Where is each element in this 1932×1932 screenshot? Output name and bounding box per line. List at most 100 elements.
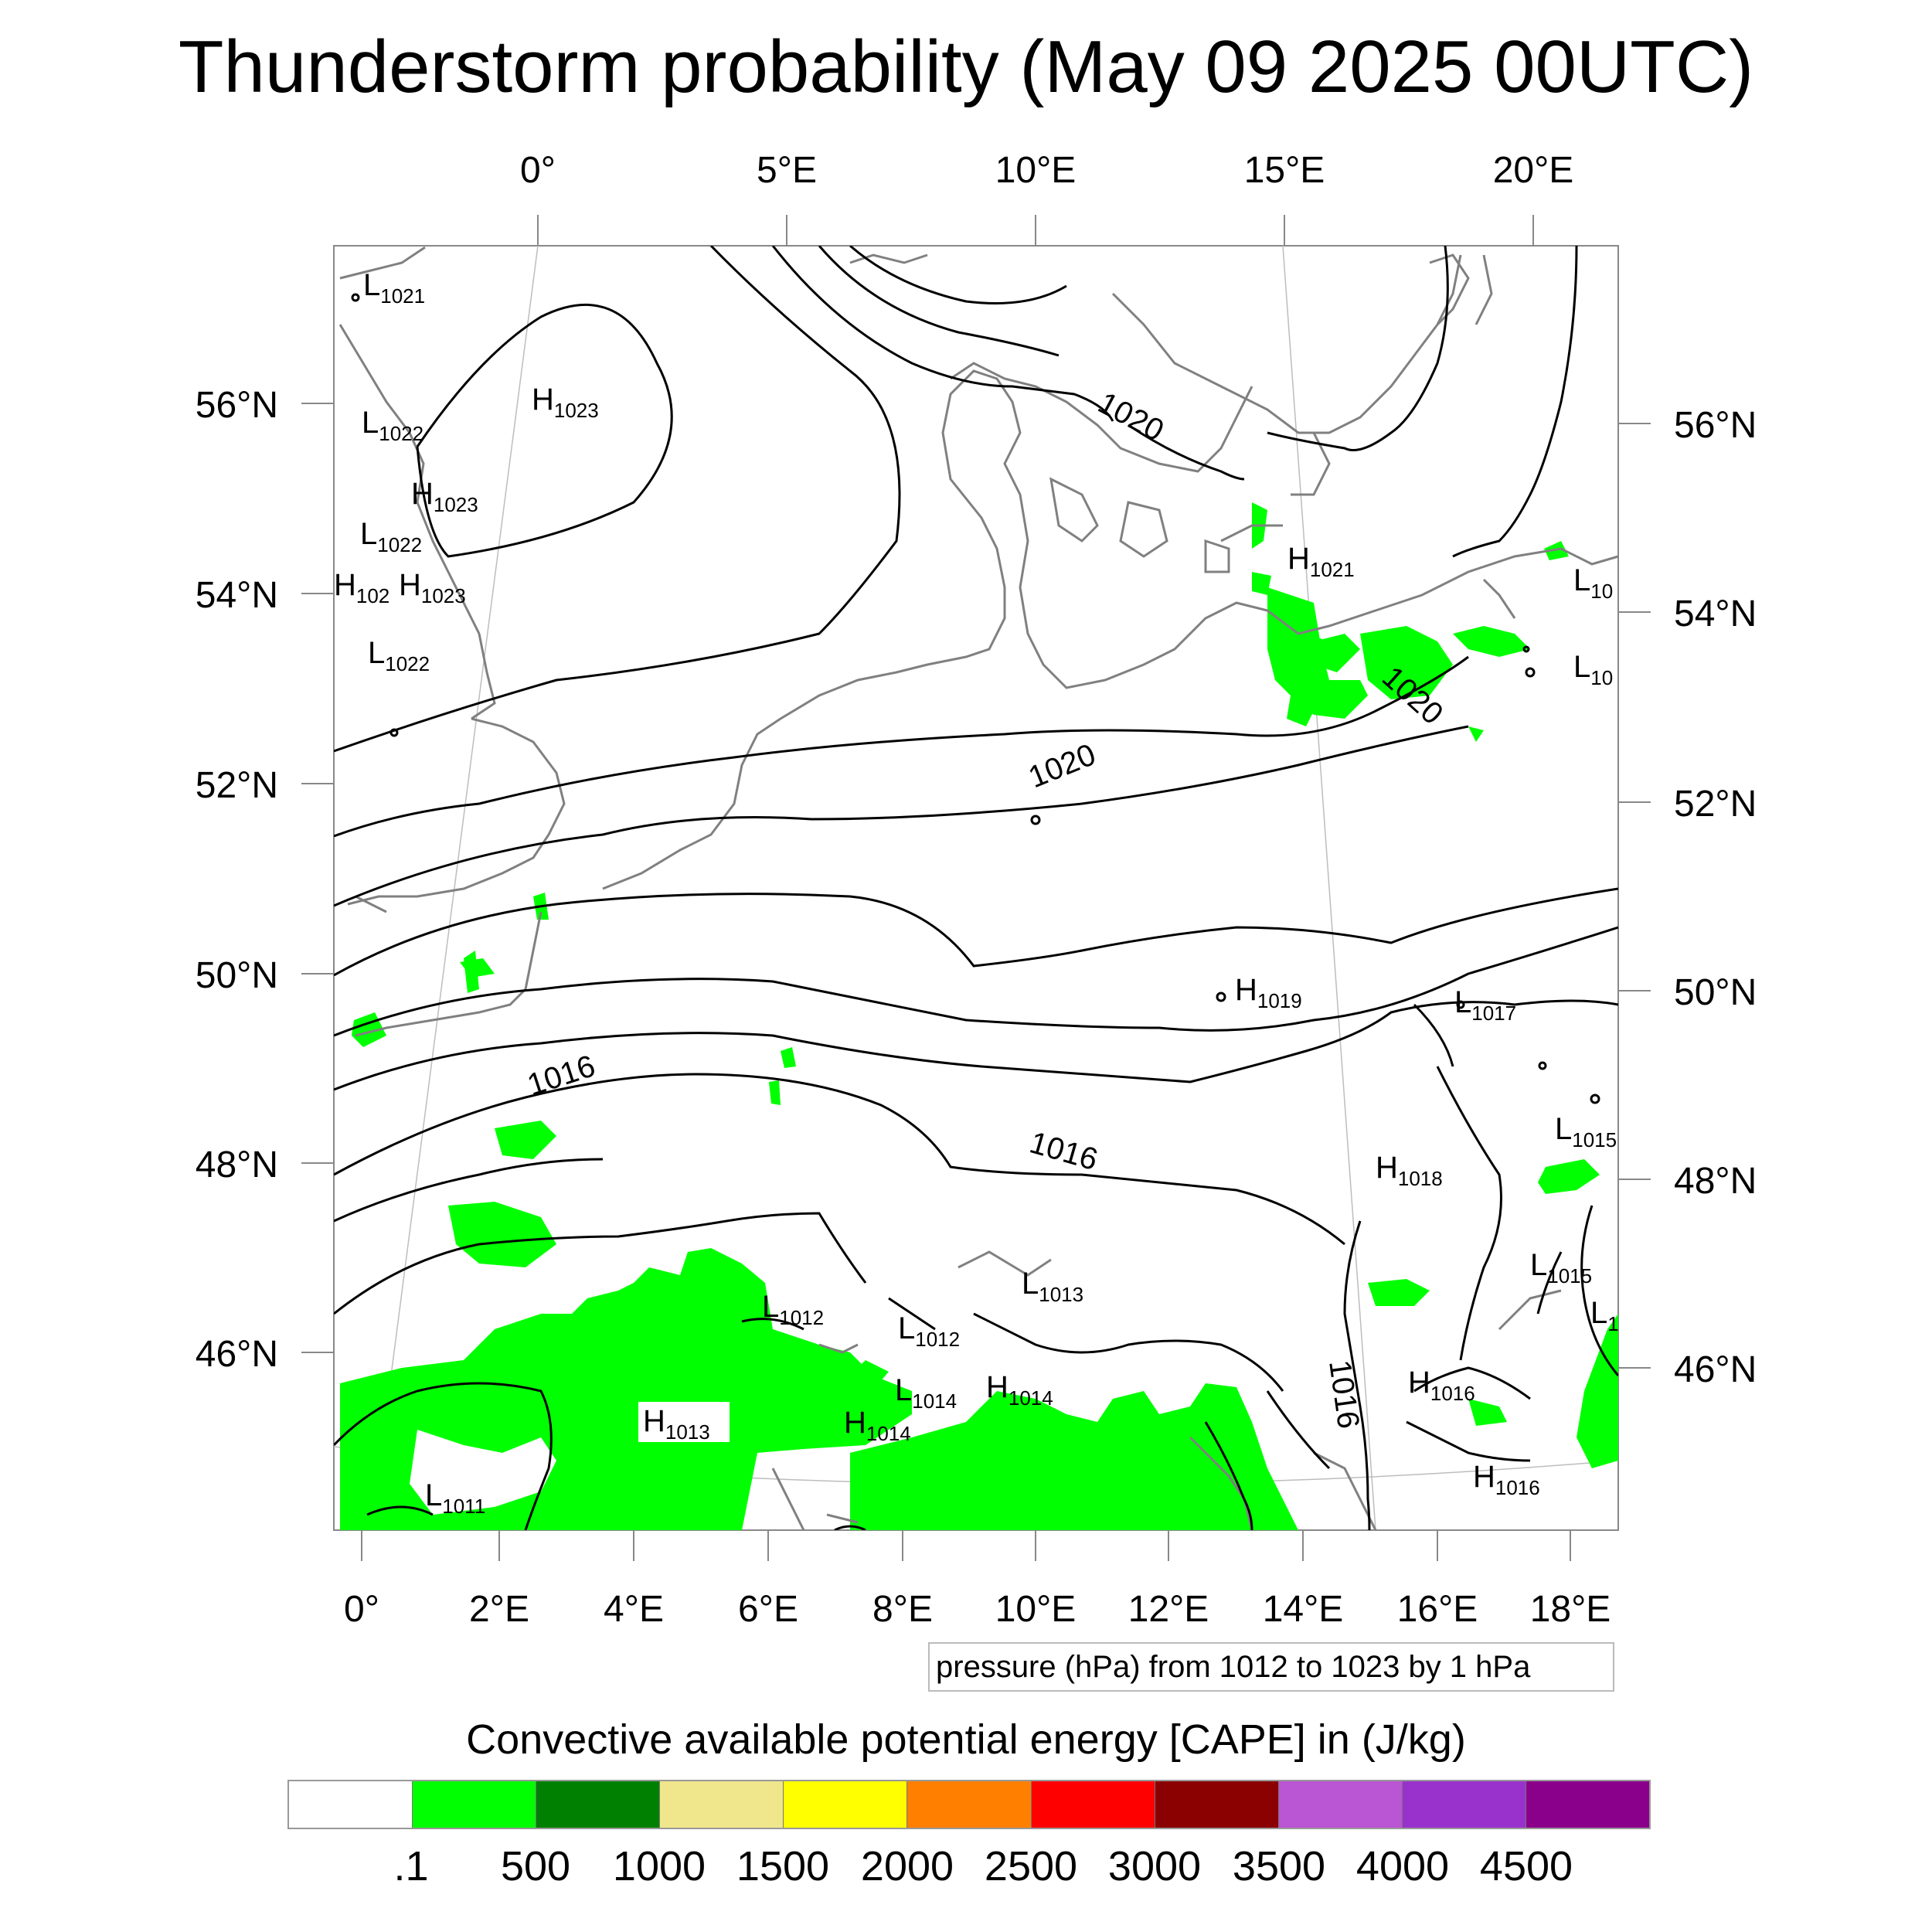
top-lon-label: 15°E — [1244, 150, 1325, 191]
colorbar-swatch — [1155, 1781, 1279, 1828]
right-lat-label: 50°N — [1674, 972, 1757, 1013]
colorbar-label: 2500 — [984, 1843, 1078, 1889]
colorbar-label: 1000 — [612, 1843, 706, 1889]
center-value: 1023 — [554, 399, 599, 422]
bottom-lon-label: 10°E — [995, 1589, 1077, 1630]
center-letter: L — [1573, 563, 1590, 597]
center-value: 1014 — [912, 1389, 957, 1413]
bottom-lon-label: 6°E — [738, 1589, 798, 1630]
center-letter: H — [334, 568, 356, 602]
center-value: 1022 — [377, 533, 422, 556]
colorbar-label: 2000 — [860, 1843, 954, 1889]
colorbar-label: 500 — [500, 1843, 571, 1889]
top-lon-label: 0° — [520, 150, 556, 191]
center-letter: H — [399, 568, 421, 602]
center-letter: H — [1287, 542, 1310, 576]
pressure-info-box: pressure (hPa) from 1012 to 1023 by 1 hP… — [928, 1642, 1614, 1692]
colorbar-swatch — [536, 1781, 661, 1828]
colorbar-swatch — [1278, 1781, 1403, 1828]
colorbar-swatch — [289, 1781, 413, 1828]
pressure-center: L1022 — [368, 636, 430, 675]
colorbar-label: 3500 — [1232, 1843, 1326, 1889]
center-value: 10 — [1590, 580, 1613, 603]
pressure-center: L1017 — [1454, 985, 1516, 1025]
center-letter: L — [368, 636, 385, 670]
pressure-center: H1019 — [1235, 973, 1302, 1012]
colorbar-swatch — [660, 1781, 784, 1828]
center-label-backdrop — [638, 1402, 730, 1442]
right-lat-label: 48°N — [1674, 1161, 1757, 1202]
pressure-center: L10 — [1573, 650, 1613, 689]
colorbar-label: 1500 — [736, 1843, 830, 1889]
left-lat-label: 50°N — [196, 955, 278, 996]
center-value: 1016 — [1495, 1476, 1540, 1499]
center-value: 1017 — [1471, 1002, 1516, 1025]
pressure-center: L1022 — [362, 406, 423, 445]
axis-labels: 0° 5°E 10°E 15°E 20°E 0° 2°E 4°E 6°E 8°E… — [196, 150, 1757, 1630]
center-value: 1023 — [421, 584, 466, 607]
left-lat-label: 54°N — [196, 575, 278, 616]
center-letter: H — [411, 477, 434, 511]
center-letter: H — [1376, 1151, 1398, 1185]
center-value: 1023 — [434, 493, 478, 516]
pressure-center: L1021 — [363, 268, 425, 308]
bottom-lon-label: 18°E — [1530, 1589, 1611, 1630]
colorbar-swatch — [907, 1781, 1032, 1828]
pressure-center: H1023 — [532, 383, 599, 422]
bottom-lon-label: 12°E — [1128, 1589, 1209, 1630]
coastlines — [338, 246, 1618, 1530]
center-letter: L — [425, 1478, 442, 1512]
center-letter: H — [1473, 1460, 1495, 1494]
bottom-lon-label: 8°E — [872, 1589, 933, 1630]
center-value: 1021 — [1310, 558, 1355, 581]
left-lat-label: 56°N — [196, 385, 278, 426]
colorbar-swatch — [1031, 1781, 1155, 1828]
center-value: 102 — [356, 584, 389, 607]
center-value: 1015 — [1572, 1128, 1617, 1151]
left-lat-label: 46°N — [196, 1334, 278, 1375]
colorbar-swatch — [1526, 1781, 1650, 1828]
colorbar-label: 4000 — [1355, 1843, 1450, 1889]
center-letter: L — [1454, 985, 1471, 1019]
top-lon-label: 20°E — [1493, 150, 1574, 191]
center-letter: L — [1022, 1267, 1039, 1301]
center-value: 1022 — [379, 422, 423, 445]
center-letter: L — [898, 1311, 915, 1345]
pressure-center: H1023 — [399, 568, 466, 607]
pressure-center: H1021 — [1287, 542, 1355, 581]
pressure-center: L1012 — [762, 1290, 824, 1329]
bottom-lon-label: 0° — [344, 1589, 379, 1630]
colorbar-title: Convective available potential energy [C… — [466, 1716, 1466, 1763]
bottom-lon-label: 4°E — [604, 1589, 664, 1630]
top-lon-label: 5°E — [757, 150, 817, 191]
center-letter: L — [1590, 1296, 1607, 1330]
center-letter: H — [643, 1404, 665, 1438]
pressure-center: L1012 — [898, 1311, 960, 1351]
right-lat-label: 56°N — [1674, 405, 1757, 446]
center-value: 1013 — [665, 1420, 710, 1444]
center-value: 1018 — [1398, 1167, 1443, 1190]
pressure-center: L1015 — [1530, 1248, 1592, 1287]
left-lat-label: 52°N — [196, 765, 278, 806]
center-value: 10 — [1590, 666, 1613, 689]
center-value: 1014 — [1009, 1386, 1053, 1410]
pressure-center: L1015 — [1555, 1112, 1617, 1151]
chart-title: Thunderstorm probability (May 09 2025 00… — [178, 26, 1754, 108]
center-letter: H — [986, 1370, 1009, 1404]
pressure-center: L1022 — [360, 517, 422, 556]
pressure-center: L1013 — [1022, 1267, 1083, 1306]
colorbar-swatch — [784, 1781, 908, 1828]
bottom-lon-label: 2°E — [469, 1589, 529, 1630]
colorbar-swatch — [413, 1781, 537, 1828]
pressure-center: H1018 — [1376, 1151, 1443, 1190]
center-letter: L — [363, 268, 380, 302]
pressure-centers: L1021 H1023 L1022 H1023 L1022 H102 H1023… — [334, 268, 1618, 1518]
bottom-lon-label: 16°E — [1397, 1589, 1478, 1630]
pressure-center: H1014 — [844, 1406, 911, 1445]
pressure-center: L1011 — [425, 1478, 485, 1518]
center-letter: L — [1530, 1248, 1547, 1282]
center-value: 1013 — [1039, 1283, 1083, 1306]
right-lat-label: 46°N — [1674, 1349, 1757, 1390]
center-value: 1 — [1607, 1312, 1618, 1335]
center-value: 1011 — [442, 1495, 485, 1518]
